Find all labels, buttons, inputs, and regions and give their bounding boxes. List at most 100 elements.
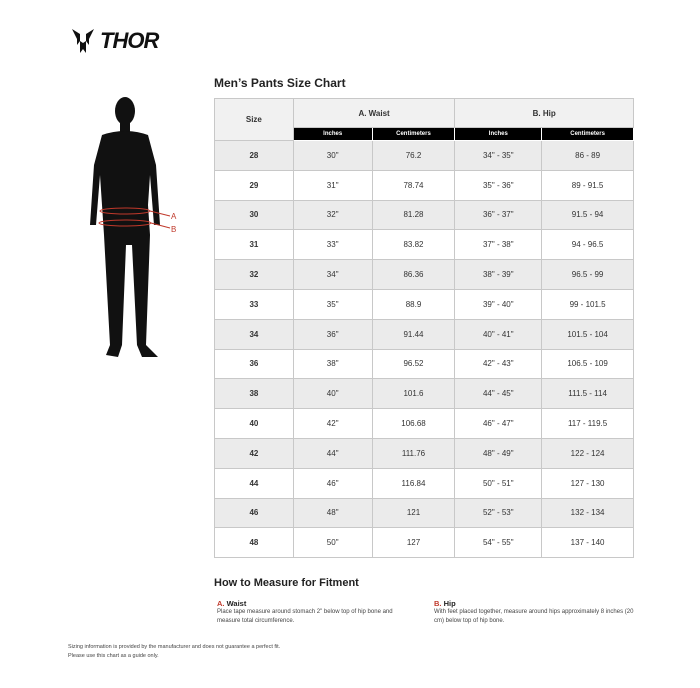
size-cell: 42 [214,437,294,469]
howto-title: How to Measure for Fitment [214,577,359,589]
value-cell: 91.44 [371,318,456,350]
value-cell: 52" - 53" [454,497,543,529]
waist-text: Place tape measure around stomach 2" bel… [217,609,393,624]
value-cell: 89 - 91.5 [541,169,634,201]
waist-instructions: A. Waist Place tape measure around stoma… [217,599,417,626]
value-cell: 111.5 - 114 [541,378,634,410]
value-cell: 32" [292,199,373,231]
value-cell: 35" [292,288,373,320]
table-row: 33 35" 88.9 39" - 40" 99 - 101.5 [214,288,634,320]
value-cell: 40" [292,378,373,410]
value-cell: 44" [292,437,373,469]
waist-label: Waist [226,599,247,608]
value-cell: 132 - 134 [541,497,634,529]
value-cell: 34" [292,259,373,290]
size-cell: 48 [214,527,294,559]
value-cell: 44" - 45" [454,378,543,410]
value-cell: 99 - 101.5 [541,288,634,320]
subheader: Centimeters [371,127,456,141]
value-cell: 106.5 - 109 [541,348,634,380]
table-row: 40 42" 106.68 46" - 47" 117 - 119.5 [214,408,634,439]
size-cell: 38 [214,378,294,410]
hip-text: With feet placed together, measure aroun… [434,609,634,624]
value-cell: 127 - 130 [541,467,634,499]
table-row: 36 38" 96.52 42" - 43" 106.5 - 109 [214,348,634,380]
hip-label: Hip [443,599,456,608]
hip-instructions: B. Hip With feet placed together, measur… [434,599,634,626]
value-cell: 96.5 - 99 [541,259,634,290]
table-row: 30 32" 81.28 36" - 37" 91.5 - 94 [214,199,634,231]
value-cell: 96.52 [371,348,456,380]
subheader: Inches [292,127,373,141]
size-chart-table: Size A. Waist B. Hip Inches Centimeters … [214,98,634,559]
value-cell: 137 - 140 [541,527,634,559]
value-cell: 48" [292,497,373,529]
value-cell: 86.36 [371,259,456,290]
value-cell: 101.6 [371,378,456,410]
value-cell: 117 - 119.5 [541,408,634,439]
value-cell: 46" - 47" [454,408,543,439]
value-cell: 42" - 43" [454,348,543,380]
table-row: 32 34" 86.36 38" - 39" 96.5 - 99 [214,259,634,290]
size-cell: 32 [214,259,294,290]
value-cell: 50" - 51" [454,467,543,499]
value-cell: 50" [292,527,373,559]
size-cell: 33 [214,288,294,320]
value-cell: 54" - 55" [454,527,543,559]
value-cell: 30" [292,140,373,171]
size-cell: 34 [214,318,294,350]
thor-logo-icon [72,29,94,53]
value-cell: 78.74 [371,169,456,201]
size-cell: 31 [214,229,294,261]
brand-logo: THOR [72,28,159,54]
value-cell: 111.76 [371,437,456,469]
value-cell: 122 - 124 [541,437,634,469]
value-cell: 101.5 - 104 [541,318,634,350]
value-cell: 39" - 40" [454,288,543,320]
disclaimer: Sizing information is provided by the ma… [68,643,280,661]
value-cell: 48" - 49" [454,437,543,469]
size-cell: 36 [214,348,294,380]
value-cell: 106.68 [371,408,456,439]
page-title: Men’s Pants Size Chart [214,76,346,90]
label-b: B [171,225,176,234]
table-row: 31 33" 83.82 37" - 38" 94 - 96.5 [214,229,634,261]
value-cell: 81.28 [371,199,456,231]
value-cell: 35" - 36" [454,169,543,201]
size-cell: 44 [214,467,294,499]
value-cell: 94 - 96.5 [541,229,634,261]
value-cell: 46" [292,467,373,499]
table-row: 42 44" 111.76 48" - 49" 122 - 124 [214,437,634,469]
value-cell: 127 [371,527,456,559]
value-cell: 33" [292,229,373,261]
table-row: 29 31" 78.74 35" - 36" 89 - 91.5 [214,169,634,201]
disclaimer-line: Sizing information is provided by the ma… [68,644,281,650]
hip-header: B. Hip [454,98,634,128]
value-cell: 83.82 [371,229,456,261]
value-cell: 116.84 [371,467,456,499]
table-row: 46 48" 121 52" - 53" 132 - 134 [214,497,634,529]
size-cell: 29 [214,169,294,201]
value-cell: 36" - 37" [454,199,543,231]
value-cell: 38" - 39" [454,259,543,290]
value-cell: 88.9 [371,288,456,320]
value-cell: 86 - 89 [541,140,634,171]
disclaimer-line: Please use this chart as a guide only. [68,653,159,659]
table-row: 44 46" 116.84 50" - 51" 127 - 130 [214,467,634,499]
brand-name: THOR [100,28,159,53]
value-cell: 42" [292,408,373,439]
waist-header: A. Waist [292,98,456,128]
body-silhouette: A B [90,97,177,357]
value-cell: 91.5 - 94 [541,199,634,231]
table-row: 48 50" 127 54" - 55" 137 - 140 [214,527,634,559]
size-cell: 40 [214,408,294,439]
value-cell: 76.2 [371,140,456,171]
value-cell: 38" [292,348,373,380]
size-cell: 30 [214,199,294,231]
value-cell: 36" [292,318,373,350]
hip-letter: B. [434,599,442,608]
label-a: A [171,212,177,221]
value-cell: 31" [292,169,373,201]
value-cell: 37" - 38" [454,229,543,261]
